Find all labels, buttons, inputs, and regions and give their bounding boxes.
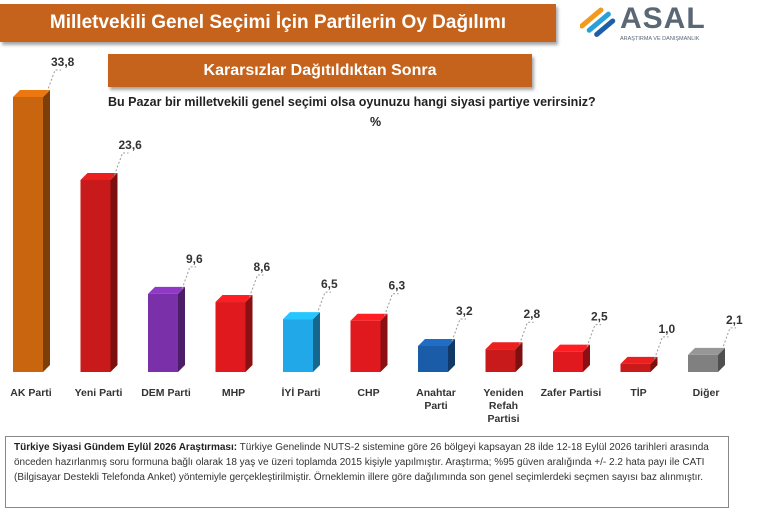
bar-side	[43, 90, 50, 372]
bar-side	[583, 344, 590, 372]
bar-side	[448, 338, 455, 372]
bar-top	[283, 312, 320, 320]
category-label: MHP	[222, 387, 245, 399]
data-label-leader	[114, 152, 129, 176]
data-label-leader	[249, 274, 264, 298]
bar-side	[515, 342, 523, 372]
data-label-leader	[384, 293, 399, 316]
data-label-leader	[316, 291, 331, 315]
category-label: Yeniden Refah Partisi	[483, 387, 523, 425]
asal-logo: ASAL ARAŞTIRMA VE DANIŞMANLIK	[580, 2, 730, 44]
data-label: 2,5	[591, 310, 608, 324]
category-label: Zafer Partisi	[541, 387, 602, 399]
bar	[418, 345, 448, 372]
bar-top	[350, 313, 388, 321]
bar-side	[178, 286, 185, 372]
bar-top	[418, 338, 455, 346]
methodology-footnote: Türkiye Siyasi Gündem Eylül 2026 Araştır…	[5, 436, 729, 508]
bar-side	[313, 312, 320, 372]
logo-tagline: ARAŞTIRMA VE DANIŞMANLIK	[620, 36, 700, 42]
bar-side	[380, 313, 388, 372]
data-label: 2,1	[726, 313, 743, 327]
bar-side	[650, 356, 658, 372]
data-label-leader	[721, 327, 736, 351]
bar	[620, 363, 651, 372]
data-label: 9,6	[186, 252, 203, 266]
bar-top	[13, 90, 50, 97]
data-label-leader	[451, 318, 466, 342]
data-label: 23,6	[119, 138, 143, 152]
data-label: 8,6	[254, 260, 271, 274]
category-label: Yeni Parti	[75, 387, 123, 399]
bar-top	[485, 342, 523, 350]
data-label-leader	[46, 69, 61, 93]
category-label: Diğer	[693, 387, 720, 399]
data-label-leader	[519, 321, 534, 345]
data-label: 1,0	[659, 322, 676, 336]
bar	[350, 320, 381, 372]
data-label-leader	[181, 266, 196, 290]
bar	[215, 302, 246, 372]
bar	[283, 319, 313, 372]
category-label: TİP	[630, 386, 646, 399]
bar-side	[245, 295, 253, 372]
footnote-text: Türkiye Genelinde NUTS-2 sistemine göre …	[14, 442, 709, 483]
bar	[553, 351, 583, 372]
chart-title: Milletvekili Genel Seçimi İçin Partileri…	[0, 4, 556, 42]
bar	[13, 97, 43, 372]
category-label: DEM Parti	[141, 387, 191, 399]
bar-top	[215, 295, 253, 303]
data-label: 6,5	[321, 277, 338, 291]
logo-stripes-icon	[580, 7, 616, 37]
category-label: Anahtar Parti	[416, 387, 456, 412]
data-label: 6,3	[389, 279, 406, 293]
survey-question: Bu Pazar bir milletvekili genel seçimi o…	[108, 95, 596, 109]
data-label-leader	[586, 324, 601, 347]
bar-top	[620, 356, 658, 364]
category-label: İYİ Parti	[281, 386, 320, 399]
footnote-lead: Türkiye Siyasi Gündem Eylül 2026 Araştır…	[14, 442, 238, 453]
bar	[485, 349, 516, 372]
bar-top	[148, 286, 185, 294]
bar-side	[718, 347, 725, 372]
bar-top	[80, 172, 118, 180]
category-label: CHP	[357, 387, 379, 399]
bar-side	[110, 172, 118, 372]
data-label: 3,2	[456, 304, 473, 318]
unit-label: %	[370, 115, 382, 129]
bar	[148, 293, 178, 372]
data-label: 33,8	[51, 55, 75, 69]
bar	[688, 354, 718, 372]
data-label: 2,8	[524, 307, 541, 321]
category-label: AK Parti	[10, 387, 52, 399]
bar-top	[688, 347, 725, 355]
bar	[80, 179, 111, 372]
data-label-leader	[654, 336, 669, 360]
bar-top	[553, 344, 590, 352]
chart-subtitle: Kararsızlar Dağıtıldıktan Sonra	[108, 54, 532, 87]
logo-name: ASAL	[620, 2, 706, 35]
